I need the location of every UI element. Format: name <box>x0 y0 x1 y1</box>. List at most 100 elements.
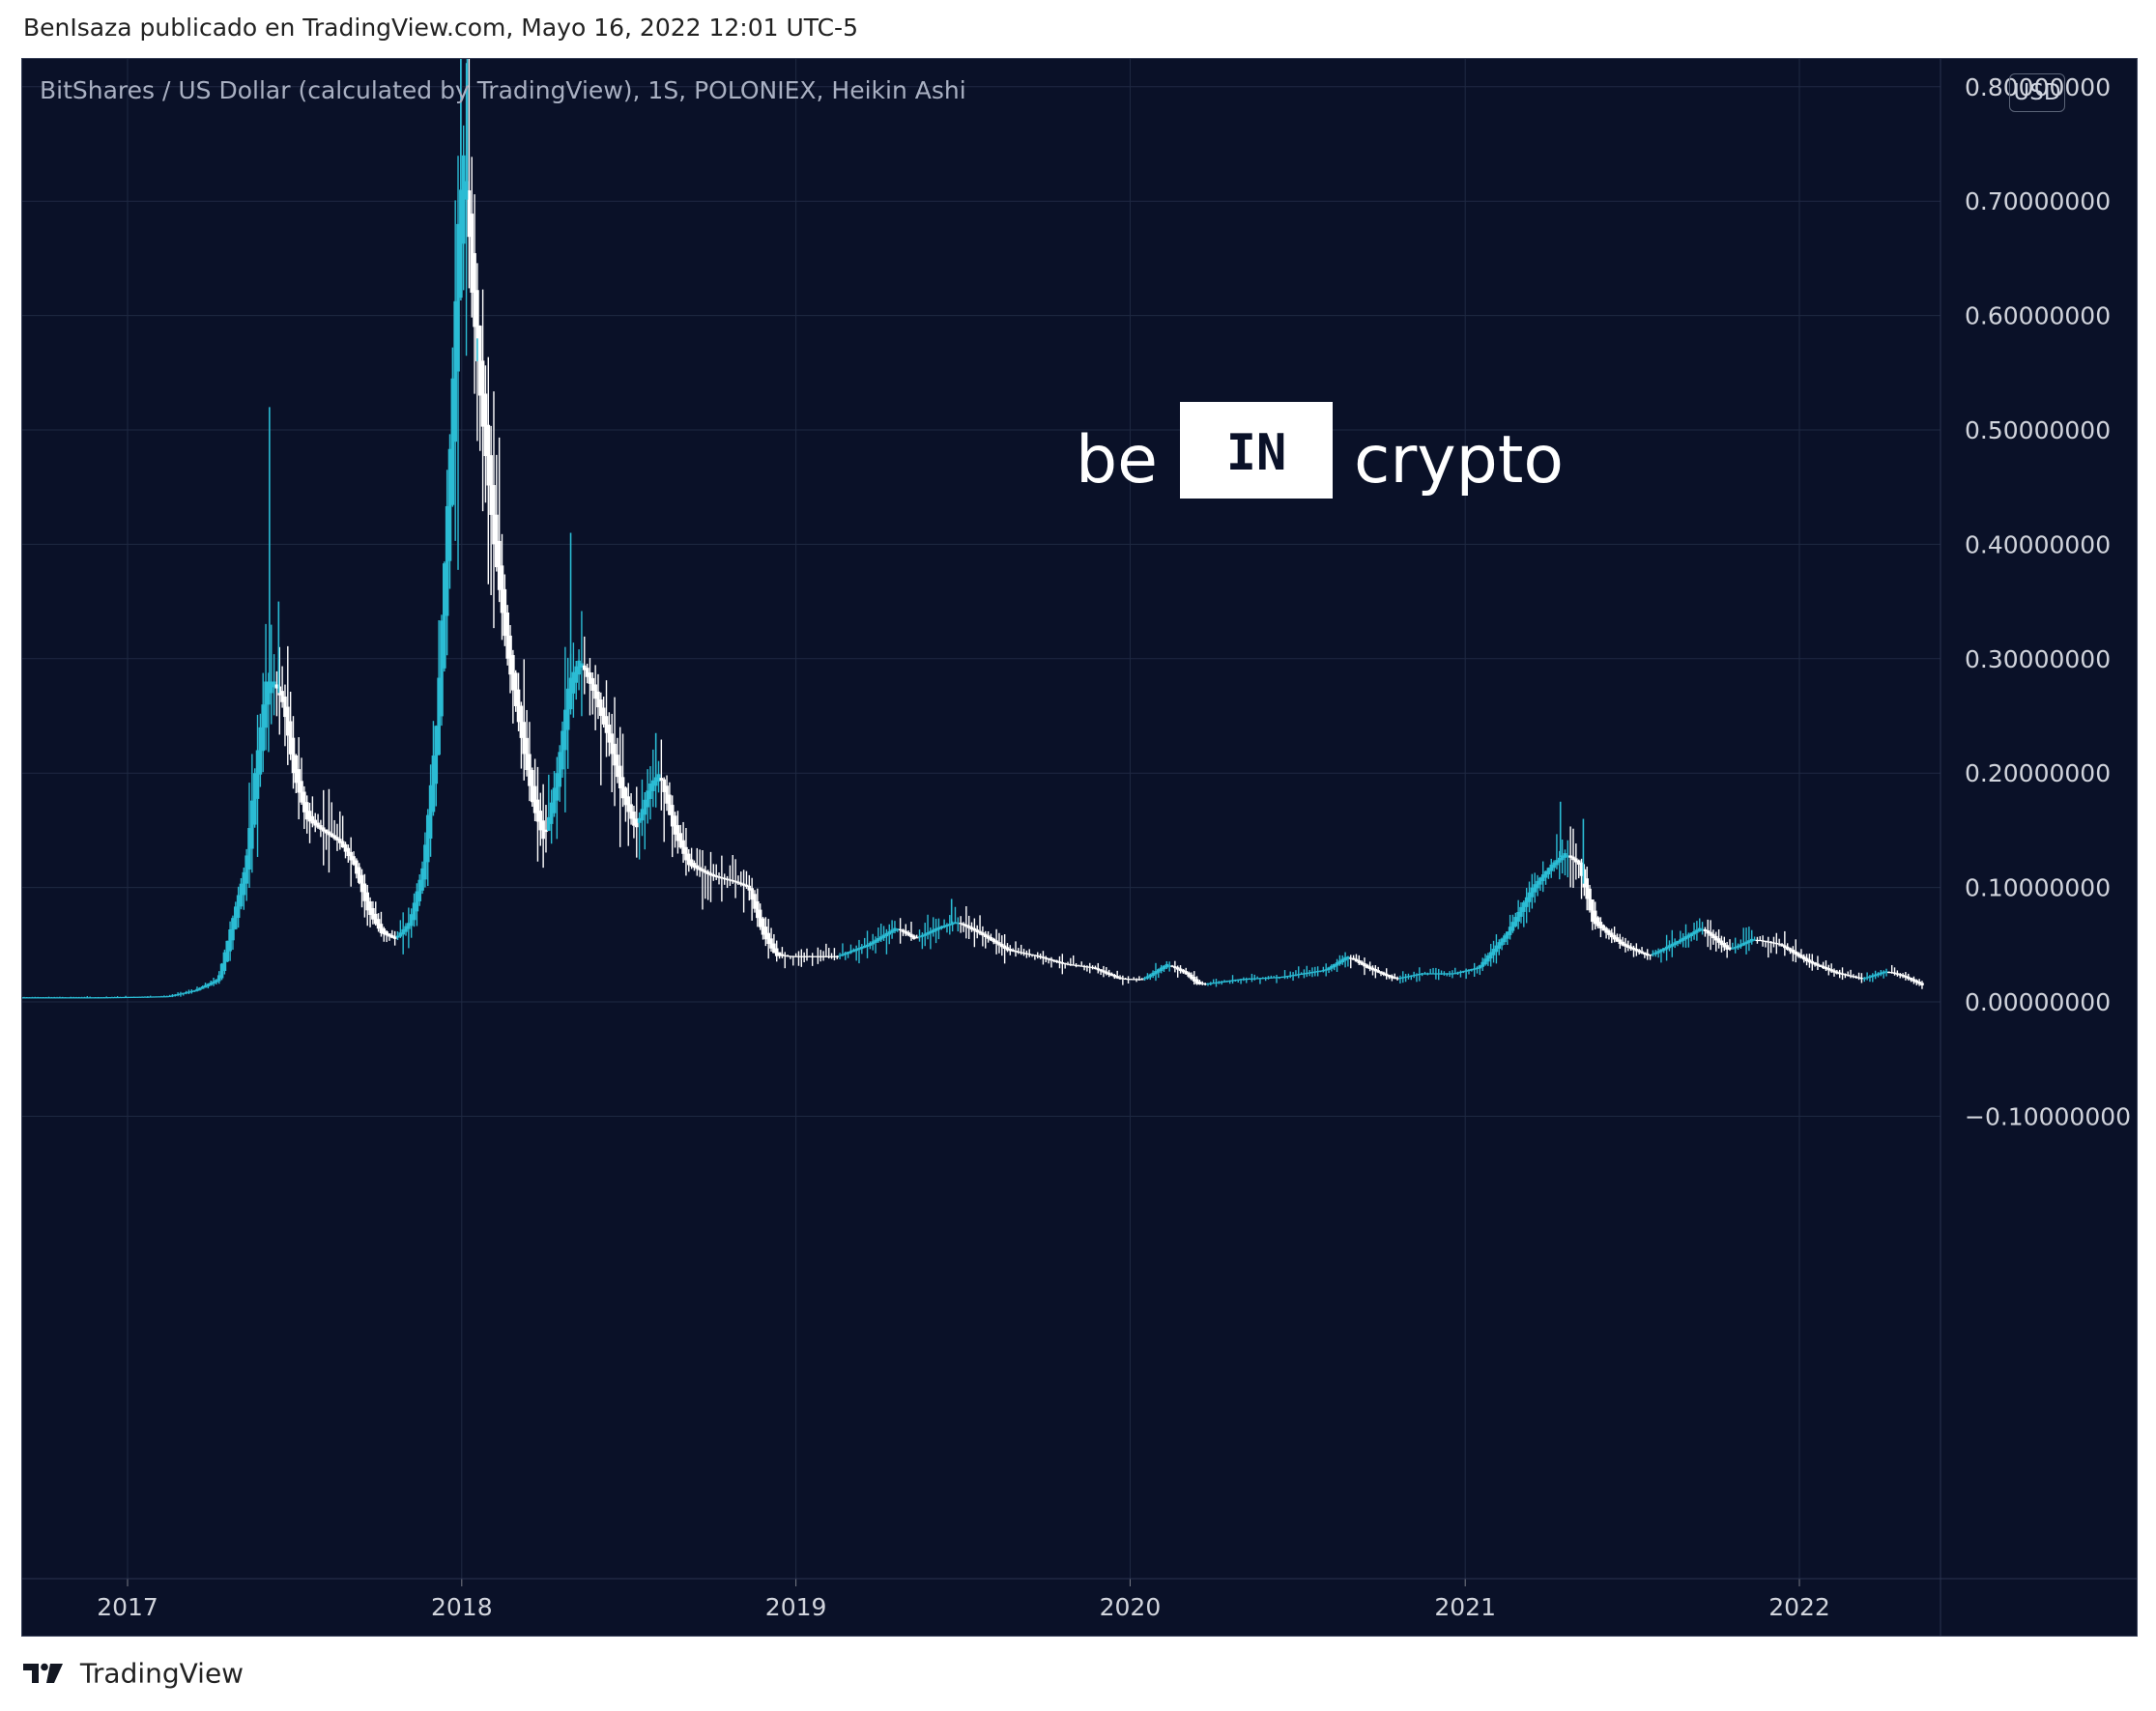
candle-body <box>1173 966 1177 969</box>
candle-body <box>1002 945 1007 950</box>
candle-body <box>532 785 537 813</box>
candle-body <box>1217 982 1222 984</box>
candle-body <box>1764 940 1768 942</box>
candle-body <box>541 820 545 840</box>
candle-body <box>1200 983 1205 984</box>
candle-body <box>582 665 587 670</box>
candle-body <box>1367 966 1372 970</box>
candle-body <box>1879 972 1883 975</box>
candle-body <box>753 894 757 909</box>
currency-button[interactable]: USD <box>2009 73 2065 112</box>
candle-body <box>1516 911 1520 922</box>
candle-body <box>179 993 183 995</box>
candle-body <box>1282 976 1287 978</box>
candle-body <box>1214 982 1219 984</box>
candle-body <box>1807 959 1812 963</box>
candle-body <box>1854 976 1858 979</box>
tradingview-logo-icon <box>23 1663 63 1683</box>
candle-body <box>890 929 894 933</box>
candle-body <box>1643 952 1647 955</box>
candle-body <box>1524 897 1529 907</box>
candle-body <box>1697 927 1702 931</box>
candle-body <box>920 934 925 937</box>
y-tick-label: 0.40000000 <box>1965 530 2111 558</box>
candle-body <box>646 790 649 808</box>
candle-body <box>291 737 296 774</box>
candle-body <box>1840 973 1845 975</box>
candle-body <box>1486 955 1490 962</box>
candle-body <box>959 923 963 925</box>
candle-body <box>277 686 282 696</box>
candle-body <box>802 955 806 957</box>
candle-body <box>505 613 509 659</box>
candle-body <box>555 773 560 801</box>
candle-body <box>1252 978 1257 980</box>
x-tick-label: 2020 <box>1100 1593 1162 1621</box>
candle-body <box>1057 961 1062 963</box>
candle-body <box>1882 971 1885 974</box>
candle-body <box>904 930 908 934</box>
candle-body <box>565 688 570 730</box>
candle-body <box>871 941 876 945</box>
y-tick-label: −0.10000000 <box>1965 1102 2131 1130</box>
candle-body <box>461 155 466 244</box>
candle-body <box>1294 974 1298 976</box>
candle-body <box>1527 892 1532 902</box>
candle-body <box>357 867 361 883</box>
candle-body <box>1305 972 1309 975</box>
candle-body <box>1337 960 1342 964</box>
candle-body <box>1393 977 1397 980</box>
candle-body <box>1211 983 1216 984</box>
candle-body <box>1505 931 1509 939</box>
x-tick-label: 2022 <box>1768 1593 1830 1621</box>
candle-body <box>49 997 54 999</box>
candle-body <box>233 906 238 929</box>
candle-body <box>1363 963 1366 967</box>
candle-body <box>1354 958 1359 962</box>
candle-body <box>1637 950 1642 953</box>
candle-body <box>1711 933 1715 939</box>
candle-body <box>1060 961 1065 964</box>
candle-body <box>1549 864 1554 871</box>
candle-body <box>618 765 622 788</box>
candle-body <box>1142 978 1147 980</box>
chart-panel[interactable]: 1.100000001.000000000.900000000.80000000… <box>21 58 2138 1637</box>
candle-body <box>665 785 669 804</box>
candle-body <box>1079 965 1084 967</box>
candle-body <box>1530 887 1535 898</box>
candle-body <box>440 620 444 717</box>
candle-body <box>1121 978 1125 980</box>
candle-body <box>1451 973 1454 975</box>
candle-body <box>480 360 485 427</box>
candle-body <box>1859 978 1864 980</box>
candle-body <box>124 996 128 999</box>
candle-body <box>1425 973 1430 975</box>
candle-body <box>1761 940 1765 942</box>
candle-body <box>774 948 779 956</box>
candle-body <box>964 924 968 927</box>
candle-body <box>601 707 606 725</box>
plot-area[interactable] <box>22 59 1940 1579</box>
candle-body <box>1904 975 1908 978</box>
candle-body <box>30 997 35 999</box>
candle-body <box>371 907 375 920</box>
x-tick-label: 2017 <box>97 1593 158 1621</box>
chart-canvas[interactable]: 1.100000001.000000000.900000000.80000000… <box>22 59 2137 1636</box>
candle-body <box>1247 978 1251 981</box>
candle-body <box>1478 965 1482 969</box>
candle-body <box>134 996 139 998</box>
candle-body <box>492 485 496 545</box>
candle-body <box>1357 959 1362 963</box>
candle-body <box>972 927 977 931</box>
candle-body <box>1041 956 1046 958</box>
footer-brand[interactable]: TradingView <box>23 1656 244 1690</box>
candle-body <box>187 991 191 993</box>
candle-body <box>1634 949 1639 952</box>
candle-body <box>1618 939 1623 945</box>
candle-body <box>143 996 147 998</box>
candle-body <box>1187 972 1191 977</box>
candle-body <box>620 777 625 799</box>
candle-body <box>701 869 704 872</box>
candle-body <box>1887 971 1891 974</box>
candle-body <box>1777 943 1781 945</box>
